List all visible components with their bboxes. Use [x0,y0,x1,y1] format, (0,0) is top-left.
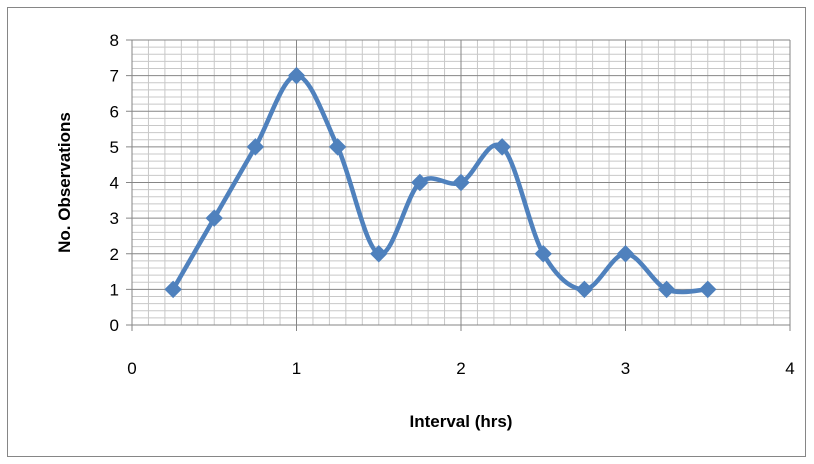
data-point-marker [164,280,182,299]
data-point-marker [328,138,347,156]
y-tick-label: 5 [110,138,119,157]
x-tick-label: 1 [292,359,301,378]
data-point-marker [411,173,429,192]
y-tick-label: 2 [110,245,119,264]
x-tick-label: 3 [621,359,630,378]
grid [132,39,791,325]
data-point-marker [246,138,265,156]
data-point-marker [616,245,635,263]
x-tick-label: 0 [127,359,136,378]
y-tick-label: 3 [110,209,119,228]
data-point-marker [205,209,223,227]
data-point-marker [657,280,676,299]
y-tick-label: 4 [110,174,119,193]
data-point-marker [534,245,552,263]
series [164,66,717,299]
x-axis-title: Interval (hrs) [410,412,513,431]
tick-labels: 0 1 2 3 4 5 6 7 8 0 1 2 3 4 [110,31,795,378]
y-tick-label: 6 [110,102,119,121]
y-tick-label: 7 [110,67,119,86]
y-tick-label: 1 [110,280,119,299]
y-tick-label: 0 [110,316,119,335]
axes [126,39,791,331]
data-point-marker [370,245,388,263]
data-point-marker [699,280,717,299]
y-tick-label: 8 [110,31,119,50]
x-tick-label: 2 [456,359,465,378]
data-point-marker [287,66,306,85]
x-tick-label: 4 [785,359,794,378]
data-point-marker [452,173,470,192]
y-axis-title: No. Observations [55,112,74,253]
data-point-marker [493,138,511,156]
data-point-marker [575,280,594,299]
